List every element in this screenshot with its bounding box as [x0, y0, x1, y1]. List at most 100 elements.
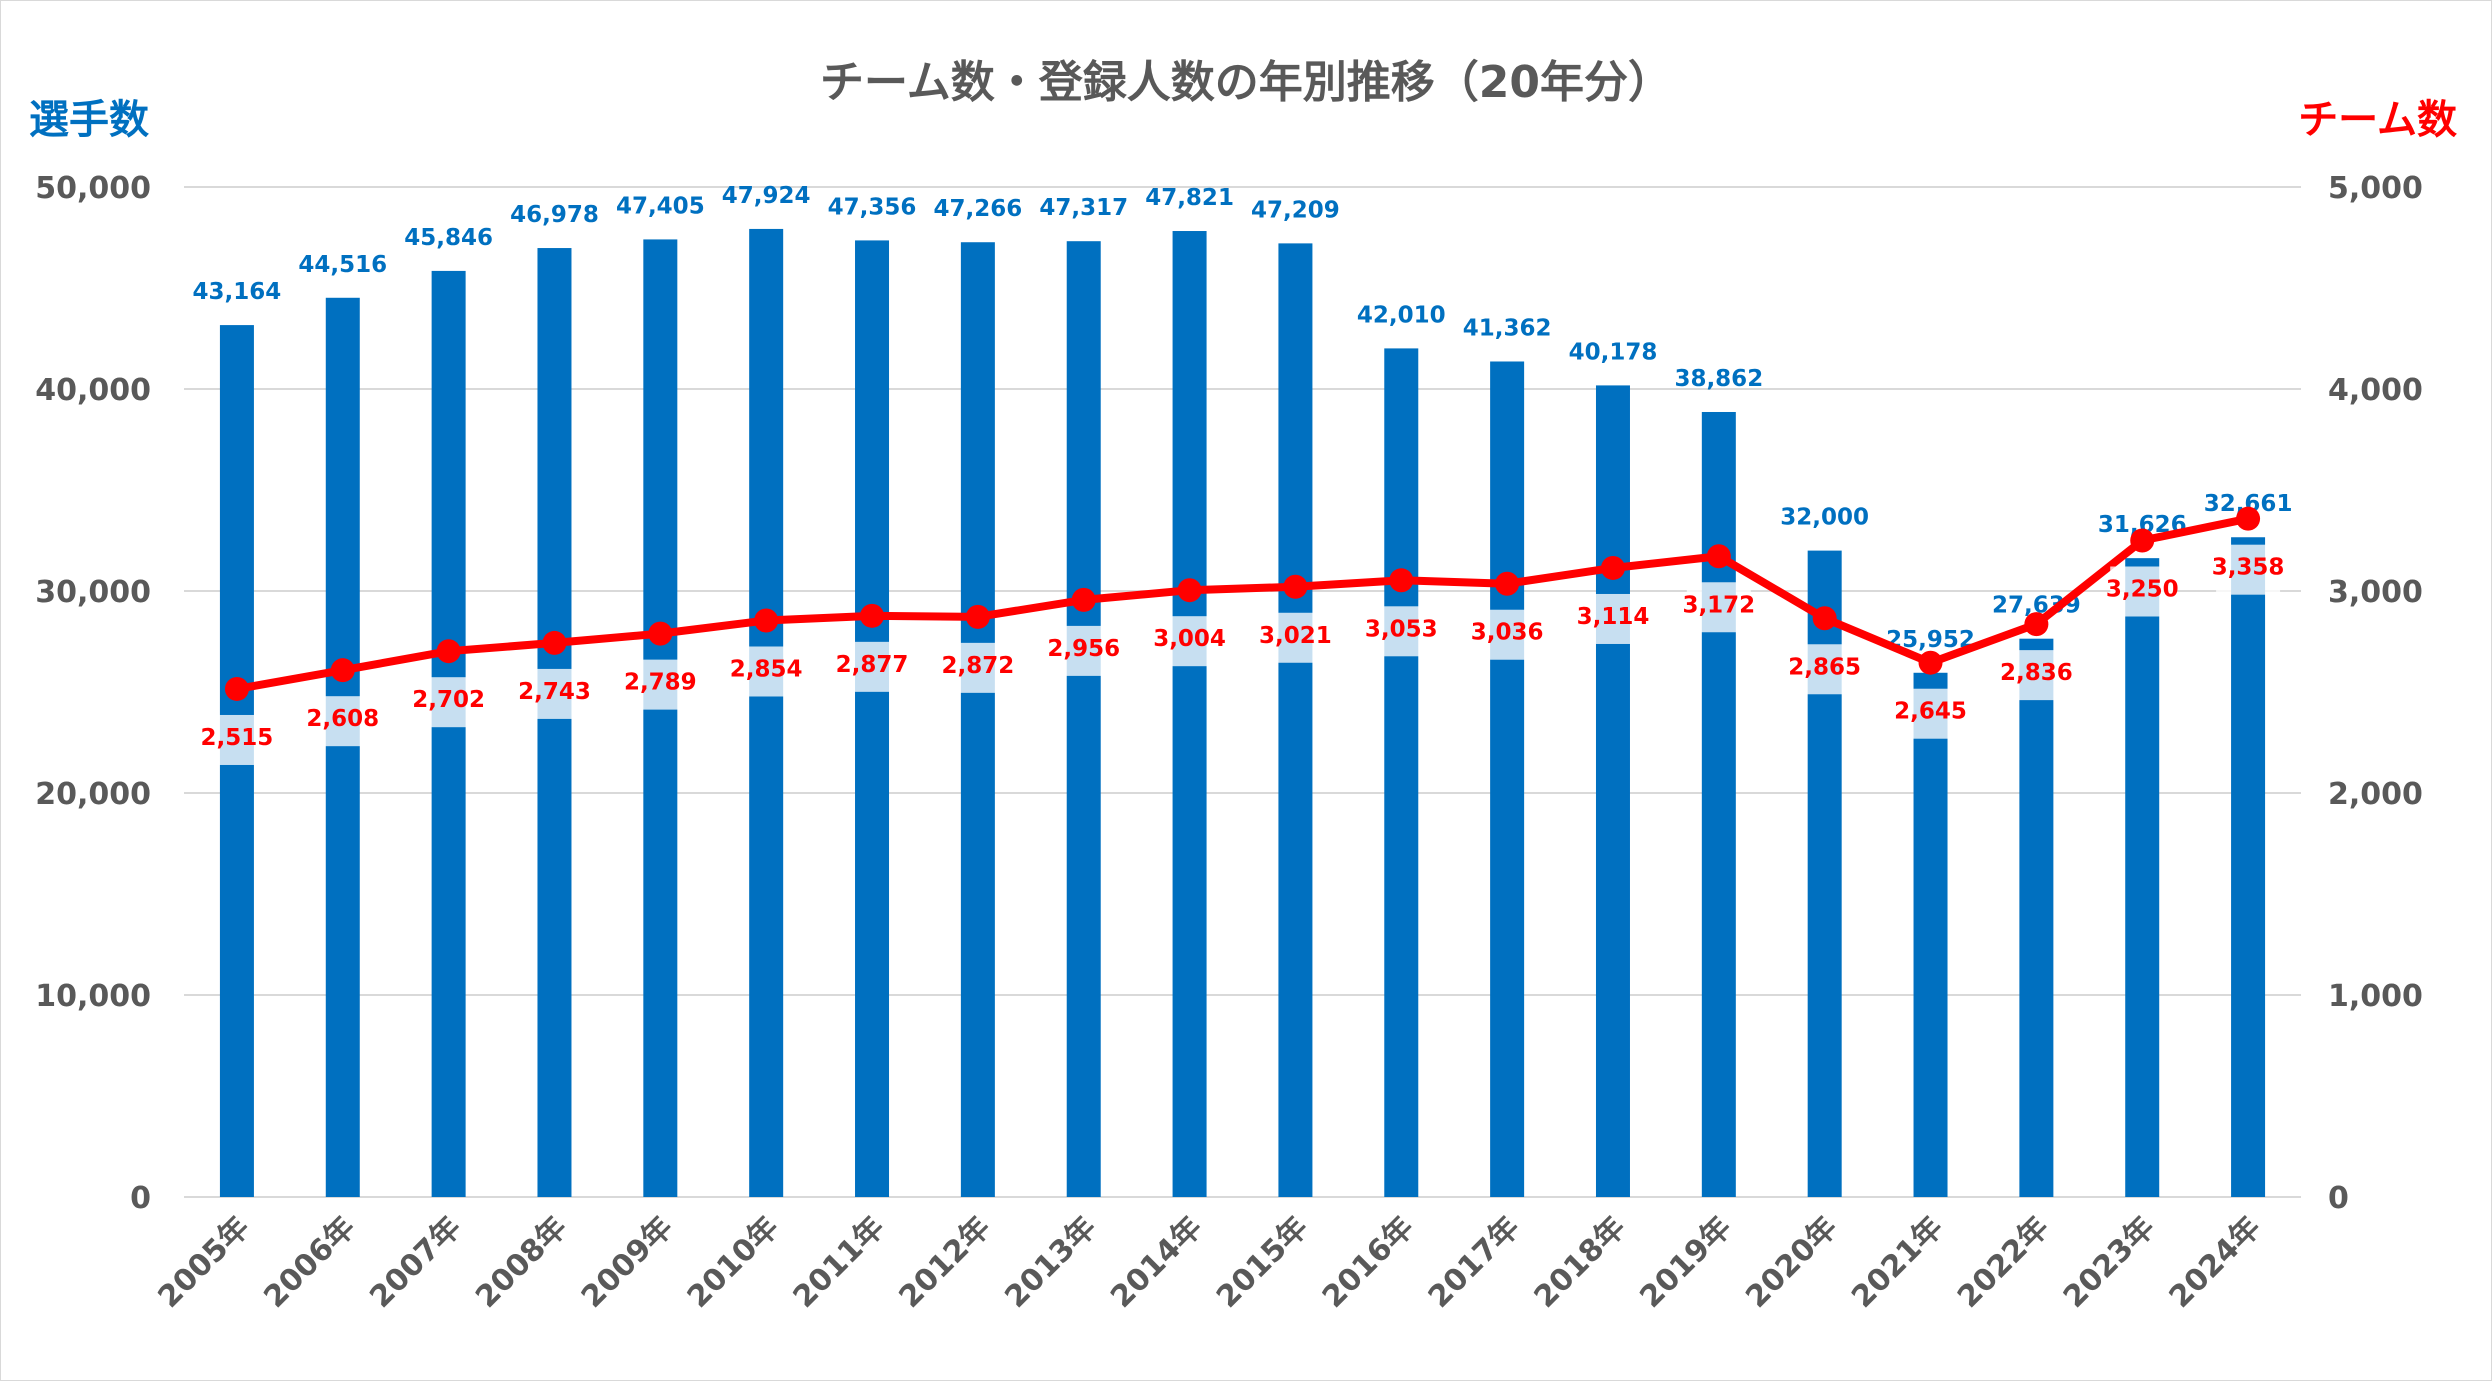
bar-data-label: 45,846	[404, 225, 493, 251]
line-point	[1389, 568, 1414, 593]
line-label-bg	[204, 714, 269, 765]
bar	[1278, 243, 1313, 1198]
line-data-label: 2,836	[2000, 660, 2073, 686]
x-tick-label: 2019年	[1633, 1210, 1738, 1315]
bar-data-label: 47,405	[616, 193, 705, 219]
y-left-tick-label: 40,000	[35, 373, 151, 408]
y-left-axis-title: 選手数	[29, 97, 149, 143]
line-point	[436, 639, 461, 664]
bar	[749, 228, 784, 1198]
line-point	[2024, 612, 2049, 637]
bar-data-label: 32,000	[1780, 505, 1869, 531]
bar	[1701, 411, 1736, 1197]
line-data-label: 3,172	[1682, 592, 1755, 618]
y-left-tick-label: 10,000	[35, 979, 151, 1014]
line-label-bg	[734, 646, 799, 697]
bar	[1384, 348, 1419, 1197]
bar-data-label: 47,209	[1251, 197, 1340, 223]
line-data-label: 2,854	[730, 656, 803, 682]
line-data-label: 2,956	[1047, 636, 1120, 662]
bar-data-label: 43,164	[193, 279, 282, 305]
line-label-bg	[840, 641, 905, 692]
y-left-tick-labels: 0 10,000 20,000 30,000 40,000 50,000	[35, 171, 151, 1216]
bar-data-label: 47,266	[933, 196, 1022, 222]
x-tick-label: 2018年	[1528, 1210, 1633, 1315]
line-label-bg	[1792, 644, 1857, 695]
y-right-tick-label: 5,000	[2328, 171, 2423, 206]
line-label-bg	[2004, 650, 2069, 701]
line-data-label: 2,702	[412, 687, 485, 713]
bar	[325, 297, 360, 1197]
bar	[537, 248, 572, 1197]
line-data-label: 3,004	[1153, 626, 1226, 652]
line-point	[965, 604, 990, 629]
line-data-label: 2,872	[941, 653, 1014, 679]
x-tick-label: 2020年	[1739, 1210, 1844, 1315]
line-point	[1706, 544, 1731, 569]
bar	[1490, 361, 1525, 1197]
line-data-label: 2,743	[518, 679, 591, 705]
line-data-label: 2,865	[1788, 654, 1861, 680]
line-label-bg	[945, 642, 1010, 693]
line-point	[1071, 587, 1096, 612]
bar	[431, 270, 466, 1198]
x-tick-label: 2005年	[152, 1210, 257, 1315]
x-tick-label: 2023年	[2057, 1210, 2162, 1315]
line-data-label: 3,358	[2212, 555, 2285, 581]
bar-series	[219, 228, 2266, 1198]
line-point	[1600, 555, 1625, 580]
y-right-tick-label: 0	[2328, 1181, 2349, 1216]
x-tick-label: 2007年	[363, 1210, 468, 1315]
line-label-bg	[1898, 688, 1963, 739]
line-data-label: 3,036	[1471, 620, 1544, 646]
x-tick-label: 2016年	[1316, 1210, 1421, 1315]
line-point	[754, 608, 779, 633]
line-label-bg	[522, 668, 587, 719]
bar-data-label: 47,317	[1039, 195, 1128, 221]
bar	[1172, 231, 1207, 1197]
line-data-label: 3,114	[1577, 604, 1650, 630]
line-data-labels: 2,515 2,608 2,702 2,743 2,789 2,854 2,877 2,872…	[201, 544, 2285, 765]
bar-data-label: 40,178	[1569, 339, 1658, 365]
line-point	[1812, 606, 1837, 631]
x-tick-label: 2013年	[998, 1210, 1103, 1315]
bar-data-labels: 43,164 44,516 45,846 46,978 47,405 47,924 47,3…	[193, 183, 2293, 653]
x-tick-label: 2017年	[1422, 1210, 1527, 1315]
x-tick-label: 2021年	[1845, 1210, 1950, 1315]
line-path	[236, 514, 2249, 693]
line-label-bg	[2110, 566, 2175, 617]
line-point	[1918, 650, 1943, 675]
bar-data-label: 47,356	[828, 194, 917, 220]
line-data-label: 2,608	[306, 706, 379, 732]
x-tick-label: 2024年	[2163, 1210, 2268, 1315]
line-label-bg	[1157, 616, 1222, 667]
bar-data-label: 41,362	[1463, 315, 1552, 341]
line-label-bg	[1475, 609, 1540, 660]
x-tick-label: 2015年	[1210, 1210, 1315, 1315]
bar-data-label: 38,862	[1674, 366, 1763, 392]
bar	[855, 240, 890, 1197]
y-left-tick-label: 30,000	[35, 575, 151, 610]
bar-data-label: 46,978	[510, 202, 599, 228]
bar	[2125, 558, 2160, 1197]
line-label-bg	[310, 696, 375, 747]
y-right-tick-label: 4,000	[2328, 373, 2423, 408]
x-tick-label: 2014年	[1104, 1210, 1209, 1315]
bar	[1913, 672, 1948, 1197]
x-tick-label: 2008年	[469, 1210, 574, 1315]
y-left-tick-label: 0	[130, 1181, 151, 1216]
y-right-tick-label: 1,000	[2328, 979, 2423, 1014]
y-right-tick-label: 2,000	[2328, 777, 2423, 812]
line-label-bg	[1580, 593, 1645, 644]
line-series	[224, 506, 2261, 701]
line-point	[542, 630, 567, 655]
line-data-label: 3,021	[1259, 623, 1332, 649]
line-point	[2130, 528, 2155, 553]
bar	[2019, 638, 2054, 1197]
line-point	[1283, 574, 1308, 599]
x-tick-label: 2012年	[893, 1210, 998, 1315]
bar-data-label: 44,516	[298, 252, 387, 278]
line-point	[2236, 506, 2261, 531]
y-right-axis-title: チーム数	[2298, 97, 2457, 143]
